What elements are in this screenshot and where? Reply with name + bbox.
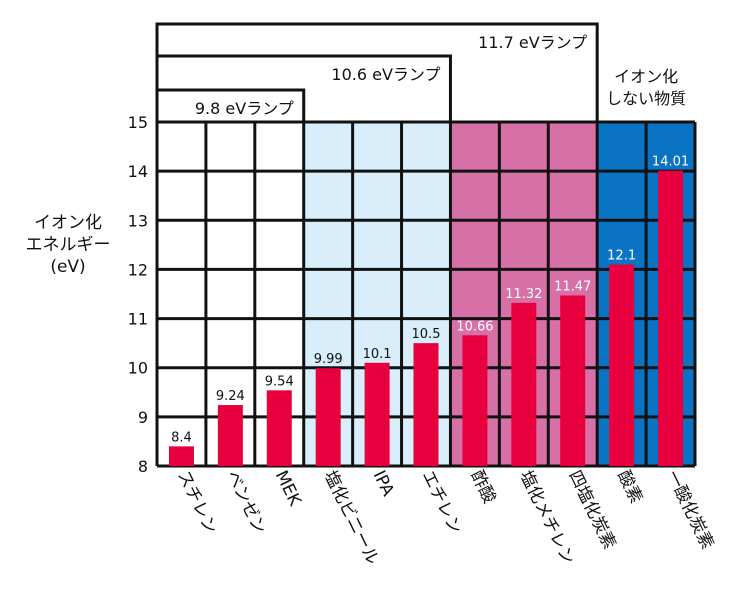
non-ionizing-label-line-1: イオン化 bbox=[614, 67, 678, 86]
bar-9 bbox=[560, 295, 586, 466]
bar-10 bbox=[609, 264, 635, 466]
category-label-10: 酸素 bbox=[613, 467, 646, 506]
y-tick-label-10: 10 bbox=[128, 359, 148, 378]
y-axis-label-line-2: エネルギー bbox=[25, 235, 111, 255]
lamp-label-1: 9.8 eVランプ bbox=[195, 99, 294, 118]
bar-8 bbox=[511, 302, 537, 466]
category-label-7: 酢酸 bbox=[466, 467, 499, 506]
category-label-6: エチレン bbox=[418, 467, 466, 537]
value-label-8: 11.32 bbox=[505, 287, 542, 302]
value-label-11: 14.01 bbox=[652, 155, 689, 170]
category-label-1: スチレン bbox=[173, 467, 221, 537]
value-label-2: 9.24 bbox=[216, 389, 245, 404]
value-label-3: 9.54 bbox=[265, 374, 294, 389]
value-label-4: 9.99 bbox=[314, 352, 343, 367]
y-axis-label-line-3: (eV) bbox=[50, 257, 86, 277]
y-tick-label-11: 11 bbox=[128, 310, 148, 329]
value-label-9: 11.47 bbox=[554, 279, 591, 294]
non-ionizing-label-line-2: しない物質 bbox=[606, 89, 686, 108]
bar-7 bbox=[462, 335, 488, 466]
value-label-5: 10.1 bbox=[363, 347, 392, 362]
category-label-9: 四塩化炭素 bbox=[564, 467, 619, 552]
value-label-10: 12.1 bbox=[607, 249, 636, 264]
y-tick-label-15: 15 bbox=[128, 113, 148, 132]
category-label-3: MEK bbox=[271, 467, 305, 509]
y-tick-label-14: 14 bbox=[128, 162, 148, 181]
y-tick-label-13: 13 bbox=[128, 211, 148, 230]
value-label-1: 8.4 bbox=[171, 430, 192, 445]
value-label-6: 10.5 bbox=[412, 327, 441, 342]
bar-3 bbox=[266, 390, 292, 466]
category-label-2: ベンゼン bbox=[222, 467, 270, 537]
bar-6 bbox=[413, 343, 439, 466]
y-tick-label-8: 8 bbox=[138, 457, 148, 476]
y-axis-label: イオン化 エネルギー (eV) bbox=[8, 212, 128, 278]
lamp-label-3: 11.7 eVランプ bbox=[478, 33, 587, 52]
bar-11 bbox=[658, 170, 684, 466]
bar-4 bbox=[315, 368, 341, 466]
bar-2 bbox=[217, 405, 243, 466]
category-label-5: IPA bbox=[369, 467, 398, 499]
y-tick-label-12: 12 bbox=[128, 260, 148, 279]
value-label-7: 10.66 bbox=[456, 319, 493, 334]
lamp-bracket-3 bbox=[155, 22, 599, 122]
y-axis-label-line-1: イオン化 bbox=[34, 213, 102, 233]
bar-5 bbox=[364, 362, 390, 466]
lamp-label-2: 10.6 eVランプ bbox=[331, 65, 440, 84]
y-tick-label-9: 9 bbox=[138, 408, 148, 427]
category-label-11: 一酸化炭素 bbox=[662, 467, 717, 552]
bar-1 bbox=[168, 446, 194, 466]
